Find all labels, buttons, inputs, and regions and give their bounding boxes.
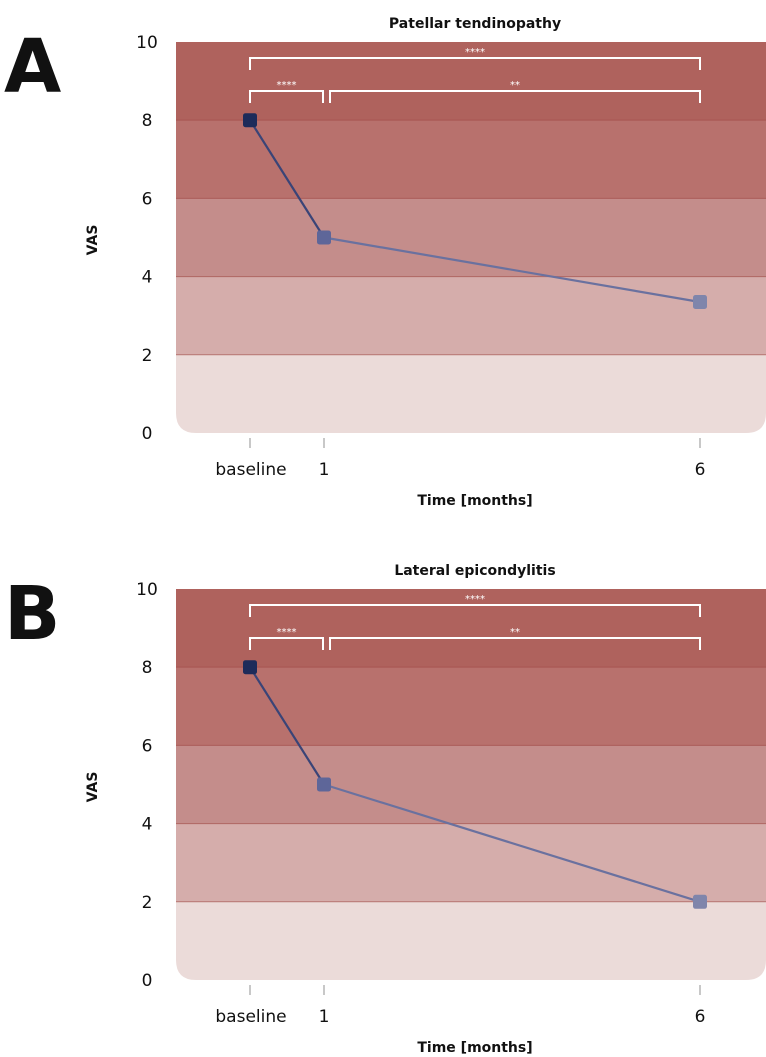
vas-band bbox=[176, 667, 766, 746]
vas-band bbox=[176, 120, 766, 199]
y-tick-label: 10 bbox=[136, 580, 158, 600]
data-point bbox=[317, 230, 331, 245]
data-point bbox=[693, 295, 707, 310]
vas-band bbox=[176, 276, 766, 355]
y-axis-label: VAS bbox=[85, 772, 101, 803]
data-point bbox=[243, 113, 257, 128]
x-tick-label: 6 bbox=[695, 460, 706, 480]
significance-label: **** bbox=[465, 47, 485, 58]
chart-title: Lateral epicondylitis bbox=[394, 563, 555, 579]
y-tick-label: 10 bbox=[136, 33, 158, 53]
chart-panel-a: A Patellar tendinopathy 0 2 4 6 8 10 VAS baselin… bbox=[0, 0, 766, 510]
vas-band bbox=[176, 354, 766, 433]
y-tick-label: 8 bbox=[142, 658, 153, 678]
x-tick-label: 6 bbox=[695, 1007, 706, 1027]
series-line bbox=[249, 666, 325, 786]
y-tick-label: 4 bbox=[142, 268, 153, 288]
significance-bracket bbox=[329, 90, 701, 103]
significance-label: ** bbox=[510, 627, 520, 638]
series-line bbox=[323, 236, 701, 304]
y-tick-label: 4 bbox=[142, 815, 153, 835]
y-tick-label: 2 bbox=[142, 346, 153, 366]
x-tick-label: 1 bbox=[319, 460, 330, 480]
significance-label: **** bbox=[277, 80, 297, 91]
y-tick-label: 8 bbox=[142, 111, 153, 131]
series-line bbox=[249, 119, 325, 239]
data-point bbox=[317, 777, 331, 792]
vas-band bbox=[176, 42, 766, 121]
significance-bracket bbox=[249, 57, 701, 70]
significance-label: **** bbox=[277, 627, 297, 638]
y-tick-label: 2 bbox=[142, 893, 153, 913]
vas-bands bbox=[176, 589, 766, 980]
x-tick-label: baseline bbox=[215, 460, 286, 480]
series-line bbox=[323, 783, 701, 903]
vas-band bbox=[176, 823, 766, 902]
data-point bbox=[693, 894, 707, 909]
x-tick-label: baseline bbox=[215, 1007, 286, 1027]
vas-band bbox=[176, 745, 766, 824]
significance-bracket bbox=[249, 90, 324, 103]
chart-title: Patellar tendinopathy bbox=[389, 16, 561, 32]
significance-bracket bbox=[249, 637, 324, 650]
x-tick-label: 1 bbox=[319, 1007, 330, 1027]
vas-chart: Patellar tendinopathy 0 2 4 6 8 10 VAS baseline 1… bbox=[85, 16, 766, 509]
x-axis-label: Time [months] bbox=[417, 493, 532, 509]
chart-panel-b: B Lateral epicondylitis 0 2 4 6 8 10 VAS baselin… bbox=[0, 547, 766, 1057]
x-axis-label: Time [months] bbox=[417, 1040, 532, 1056]
significance-label: **** bbox=[465, 594, 485, 605]
y-tick-label: 0 bbox=[142, 424, 153, 444]
data-point bbox=[243, 660, 257, 675]
y-tick-label: 0 bbox=[142, 971, 153, 991]
panel-letter: A bbox=[4, 24, 62, 110]
y-tick-label: 6 bbox=[142, 736, 153, 756]
vas-chart: Lateral epicondylitis 0 2 4 6 8 10 VAS baseline 1… bbox=[85, 563, 766, 1056]
significance-bracket bbox=[329, 637, 701, 650]
panel-letter: B bbox=[4, 571, 61, 657]
vas-bands bbox=[176, 42, 766, 433]
vas-band bbox=[176, 589, 766, 668]
vas-band bbox=[176, 901, 766, 980]
significance-bracket bbox=[249, 604, 701, 617]
significance-label: ** bbox=[510, 80, 520, 91]
vas-band bbox=[176, 198, 766, 277]
y-tick-label: 6 bbox=[142, 189, 153, 209]
y-axis-label: VAS bbox=[85, 225, 101, 256]
